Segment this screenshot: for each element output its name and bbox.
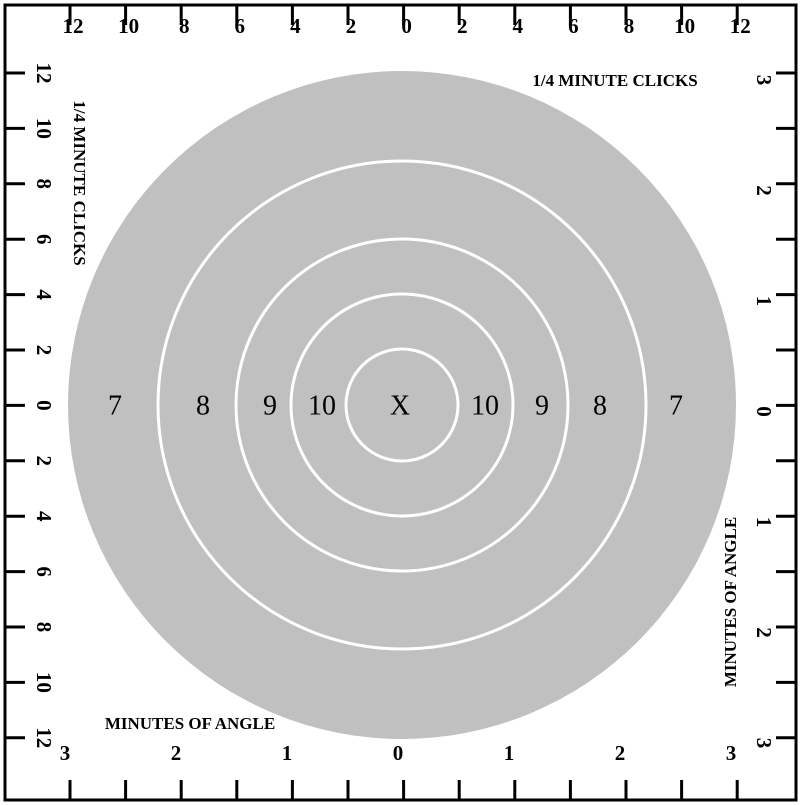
top-scale-label: 4 — [290, 14, 301, 38]
ring-label: 9 — [535, 390, 549, 421]
left-scale-label: 0 — [32, 400, 56, 411]
right-scale-label: 3 — [752, 738, 776, 749]
ring-label: 7 — [669, 390, 683, 421]
bottom-scale-label: 2 — [615, 741, 626, 765]
ring-x — [344, 347, 460, 463]
ring-label: 10 — [308, 390, 336, 421]
bottom-scale-label: 1 — [504, 741, 515, 765]
bottom-scale-label: 3 — [60, 741, 71, 765]
ring-10 — [289, 292, 515, 518]
bottom-scale-label: 0 — [393, 741, 404, 765]
right-scale-label: 3 — [752, 75, 776, 86]
ring-label: 10 — [471, 390, 499, 421]
left-scale-label: 12 — [32, 727, 56, 748]
right-scale-label: 1 — [752, 517, 776, 528]
ring-label: X — [390, 390, 410, 421]
top-scale-label: 8 — [624, 14, 635, 38]
top-title: 1/4 MINUTE CLICKS — [532, 71, 697, 90]
ring-9 — [234, 237, 570, 573]
top-scale-label: 2 — [457, 14, 468, 38]
ring-label: 8 — [196, 390, 210, 421]
right-scale-label: 1 — [752, 296, 776, 307]
left-scale-label: 4 — [32, 289, 56, 300]
left-scale-label: 6 — [32, 234, 56, 245]
top-scale-label: 6 — [235, 14, 246, 38]
left-scale-label: 8 — [32, 622, 56, 633]
ring-label: 9 — [263, 390, 277, 421]
right-title: MINUTES OF ANGLE — [721, 517, 740, 687]
left-scale-label: 2 — [32, 456, 56, 467]
right-scale-label: 0 — [752, 406, 776, 417]
left-scale-label: 6 — [32, 566, 56, 577]
ring-8 — [156, 159, 648, 651]
top-scale-label: 4 — [513, 14, 524, 38]
top-scale-label: 0 — [401, 14, 412, 38]
top-scale-label: 12 — [730, 14, 751, 38]
left-scale-label: 8 — [32, 179, 56, 190]
top-scale-label: 10 — [118, 14, 139, 38]
left-title: 1/4 MINUTE CLICKS — [70, 100, 89, 265]
ring-label: 8 — [593, 390, 607, 421]
bottom-scale-label: 2 — [171, 741, 182, 765]
right-scale-label: 2 — [752, 627, 776, 638]
rings — [156, 159, 648, 651]
top-scale-label: 8 — [179, 14, 190, 38]
bottom-title: MINUTES OF ANGLE — [105, 714, 275, 733]
top-scale-label: 6 — [568, 14, 579, 38]
left-scale-label: 2 — [32, 345, 56, 356]
bottom-scale-label: 3 — [726, 741, 737, 765]
right-scale-label: 2 — [752, 185, 776, 196]
top-scale-label: 12 — [63, 14, 84, 38]
left-scale-label: 4 — [32, 511, 56, 522]
ring-label: 7 — [108, 390, 122, 421]
top-scale-label: 2 — [346, 14, 357, 38]
left-scale-label: 10 — [32, 118, 56, 139]
outer-ring — [68, 71, 736, 739]
left-scale-label: 10 — [32, 672, 56, 693]
bottom-scale-label: 1 — [282, 741, 293, 765]
left-scale-label: 12 — [32, 63, 56, 84]
top-scale-label: 10 — [674, 14, 695, 38]
